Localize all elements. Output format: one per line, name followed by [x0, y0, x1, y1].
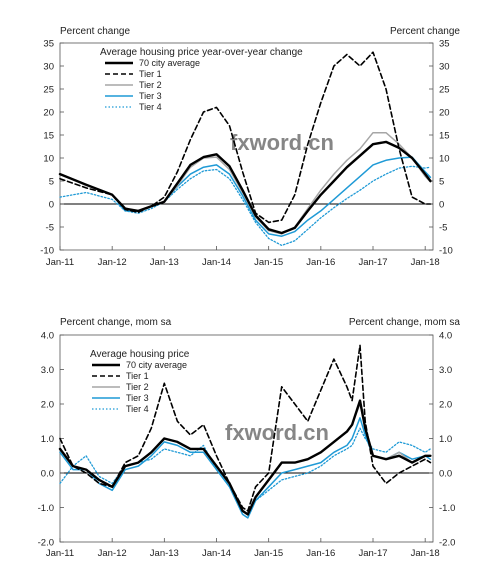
y-tick-label-right: 0.0 [439, 469, 452, 480]
y-tick-label-left: 0 [49, 200, 54, 211]
y-tick-label-right: 10 [439, 154, 450, 165]
legend-label: 70 city average [139, 58, 200, 68]
legend-label: 70 city average [126, 360, 187, 370]
y-tick-label-right: 25 [439, 85, 450, 96]
x-tick-label: Jan-18 [411, 257, 440, 268]
y-tick-label-left: 30 [43, 62, 54, 73]
x-tick-label: Jan-13 [150, 548, 179, 559]
y-tick-label-right: 2.0 [439, 400, 452, 411]
legend-label: Tier 3 [126, 393, 149, 403]
watermark: fxword.cn [225, 420, 329, 445]
x-tick-label: Jan-14 [202, 257, 231, 268]
y-tick-label-left: -5 [46, 223, 54, 234]
legend-label: Tier 3 [139, 91, 162, 101]
chart-yoy: Percent change Percent change 35 35 30 30 25… [40, 26, 460, 268]
chart-mom: Percent change, mom sa Percent change, m… [38, 317, 461, 559]
y-tick-label-left: 3.0 [41, 365, 54, 376]
y-tick-label-left: 4.0 [41, 331, 54, 342]
x-tick-label: Jan-14 [202, 548, 231, 559]
x-tick-label: Jan-11 [46, 548, 74, 559]
x-tick-label: Jan-12 [98, 257, 127, 268]
series-line-tier-1 [59, 51, 432, 224]
legend-label: Tier 2 [139, 80, 162, 90]
legend-label: Tier 2 [126, 382, 149, 392]
left-axis-label: Percent change, mom sa [60, 317, 172, 328]
y-tick-label-left: 1.0 [41, 434, 54, 445]
legend-title: Average housing price year-over-year cha… [100, 47, 303, 58]
legend-title: Average housing price [90, 349, 190, 360]
y-tick-label-right: 20 [439, 108, 450, 119]
y-tick-label-right: 15 [439, 131, 450, 142]
legend-label: Tier 1 [139, 69, 162, 79]
y-tick-label-left: -2.0 [38, 538, 54, 549]
y-tick-label-right: 1.0 [439, 434, 452, 445]
x-tick-label: Jan-15 [254, 257, 283, 268]
legend-label: Tier 1 [126, 371, 149, 381]
right-axis-label: Percent change, mom sa [349, 317, 461, 328]
y-tick-label-left: 2.0 [41, 400, 54, 411]
y-tick-label-right: -2.0 [439, 538, 455, 549]
y-tick-label-right: 35 [439, 39, 450, 50]
y-tick-label-right: -5 [439, 223, 447, 234]
x-tick-label: Jan-18 [411, 548, 440, 559]
y-tick-label-left: 35 [43, 39, 54, 50]
series-line-70-city-average [58, 399, 432, 516]
y-tick-label-right: -1.0 [439, 503, 455, 514]
y-tick-label-right: 3.0 [439, 365, 452, 376]
right-axis-label: Percent change [390, 26, 460, 37]
y-tick-label-left: 20 [43, 108, 54, 119]
y-tick-label-right: 0 [439, 200, 444, 211]
x-tick-label: Jan-15 [254, 548, 283, 559]
y-tick-label-left: 25 [43, 85, 54, 96]
x-tick-label: Jan-12 [98, 548, 127, 559]
x-tick-label: Jan-16 [306, 257, 335, 268]
y-tick-label-right: 30 [439, 62, 450, 73]
y-tick-label-left: -10 [40, 246, 54, 257]
watermark: fxword.cn [230, 130, 334, 155]
x-tick-label: Jan-17 [358, 257, 387, 268]
plot-frame [59, 42, 434, 251]
y-tick-label-left: 0.0 [41, 469, 54, 480]
y-tick-label-right: 5 [439, 177, 444, 188]
left-axis-label: Percent change [60, 26, 130, 37]
y-tick-label-left: 5 [49, 177, 54, 188]
legend-label: Tier 4 [126, 404, 149, 414]
y-tick-label-left: 10 [43, 154, 54, 165]
legend-label: Tier 4 [139, 102, 162, 112]
series-line-tier-1 [59, 344, 432, 512]
y-tick-label-right: 4.0 [439, 331, 452, 342]
x-tick-label: Jan-17 [358, 548, 387, 559]
y-tick-label-right: -10 [439, 246, 453, 257]
y-tick-label-left: 15 [43, 131, 54, 142]
series-line-tier-4 [59, 165, 432, 247]
y-tick-label-left: -1.0 [38, 503, 54, 514]
x-tick-label: Jan-16 [306, 548, 335, 559]
series-line-70-city-average [58, 140, 432, 235]
x-tick-label: Jan-11 [46, 257, 74, 268]
x-tick-label: Jan-13 [150, 257, 179, 268]
